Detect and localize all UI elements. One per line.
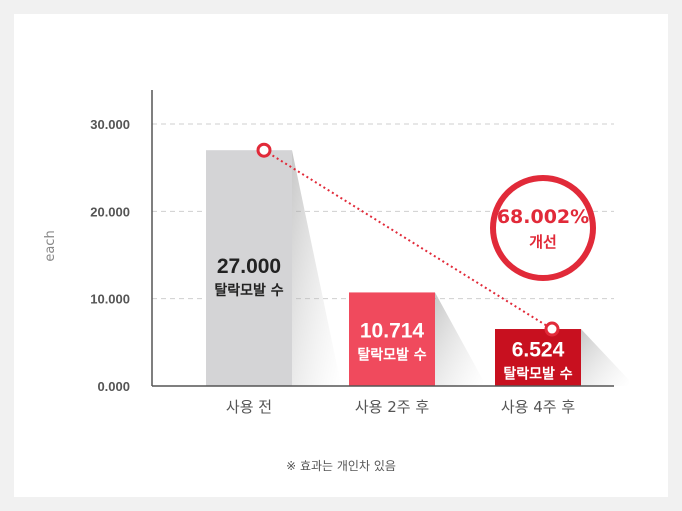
y-tick-label-1: 10.000 (90, 292, 130, 307)
trend-marker-1 (544, 321, 560, 337)
category-label-0: 사용 전 (226, 398, 272, 416)
axis-layer: 0.000 10.000 20.000 30.000 (90, 90, 614, 394)
y-tick-label-2: 20.000 (90, 204, 130, 219)
bar-value-label-2: 6.524 (512, 338, 565, 361)
bar-sub-label-0: 탈락모발 수 (214, 282, 283, 299)
footnote: ※ 효과는 개인차 있음 (286, 459, 396, 473)
bar-shadow-2 (581, 329, 629, 386)
y-axis-label: each (43, 230, 58, 261)
y-tick-label-3: 30.000 (90, 117, 130, 132)
category-label-2: 사용 4주 후 (501, 398, 575, 416)
bar-layer (206, 150, 581, 386)
shadow-layer (292, 150, 629, 386)
trend-layer (256, 142, 560, 337)
trend-line (263, 149, 553, 330)
improvement-value: 68.002% (497, 206, 589, 228)
bar-shadow-1 (435, 292, 483, 386)
category-label-1: 사용 2주 후 (355, 398, 429, 416)
improvement-label: 개선 (529, 233, 557, 251)
bar-chart: 0.000 10.000 20.000 30.000 27.000 탈락모발 수사용 전… (43, 90, 629, 473)
label-layer: 27.000 탈락모발 수사용 전 10.714 탈락모발 수사용 2주 후 6.524… (214, 255, 575, 416)
improvement-circle (490, 175, 596, 281)
bar-2 (495, 329, 581, 386)
bar-1 (349, 292, 435, 386)
bar-sub-label-2: 탈락모발 수 (503, 365, 572, 382)
bar-0 (206, 150, 292, 386)
bar-shadow-0 (292, 150, 340, 386)
bar-sub-label-1: 탈락모발 수 (357, 346, 426, 363)
bar-value-label-0: 27.000 (217, 255, 281, 278)
improvement-badge: 68.002% 개선 (490, 175, 596, 281)
y-tick-label-0: 0.000 (97, 379, 130, 394)
bar-value-label-1: 10.714 (360, 319, 425, 342)
trend-marker-0 (256, 142, 272, 158)
